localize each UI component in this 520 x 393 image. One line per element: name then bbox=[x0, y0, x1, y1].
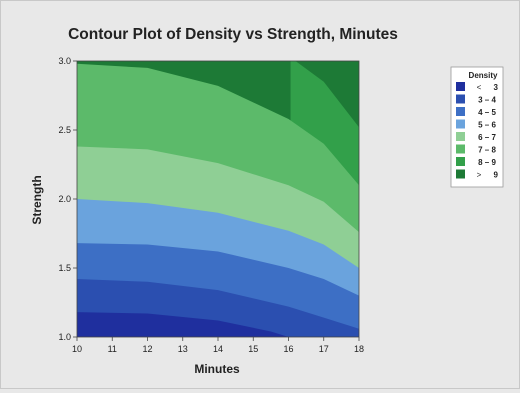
legend-entry-label: > bbox=[477, 171, 482, 180]
y-tick-label: 1.5 bbox=[58, 263, 71, 273]
legend-entry-label: 4 – 5 bbox=[478, 108, 496, 117]
x-tick-label: 14 bbox=[213, 344, 223, 354]
y-tick-label: 2.0 bbox=[58, 194, 71, 204]
legend-entry-value: 9 bbox=[494, 171, 499, 180]
legend-swatch bbox=[456, 94, 465, 104]
x-tick-label: 12 bbox=[142, 344, 152, 354]
x-tick-label: 10 bbox=[72, 344, 82, 354]
legend-entry-label: 3 – 4 bbox=[478, 96, 496, 105]
y-tick-label: 1.0 bbox=[58, 332, 71, 342]
legend-swatch bbox=[456, 107, 465, 116]
legend-title: Density bbox=[469, 71, 498, 80]
contour-band-below-3 bbox=[77, 312, 289, 337]
legend-entry-label: 8 – 9 bbox=[478, 158, 496, 167]
chart-title: Contour Plot of Density vs Strength, Min… bbox=[68, 26, 398, 43]
x-tick-label: 11 bbox=[108, 344, 117, 354]
axes: 10 11 12 13 14 15 16 17 18 1.0 1.5 2.0 2.5 3.0 bbox=[58, 56, 364, 354]
y-tick-label: 2.5 bbox=[58, 125, 71, 135]
legend-entry-label: < bbox=[477, 83, 482, 92]
legend-swatch bbox=[456, 169, 465, 179]
legend-entry-label: 6 – 7 bbox=[478, 133, 496, 142]
x-tick-label: 18 bbox=[354, 344, 364, 354]
plot-area bbox=[77, 61, 359, 337]
legend-entry-value: 3 bbox=[494, 83, 499, 92]
legend: Density <3 3 – 4 4 – 5 5 – 6 6 – 7 7 – 8 8 – 9… bbox=[450, 66, 504, 188]
y-tick-label: 3.0 bbox=[58, 56, 71, 66]
x-axis-label: Minutes bbox=[194, 362, 240, 376]
legend-swatch bbox=[456, 132, 465, 141]
legend-swatch bbox=[456, 144, 465, 154]
x-tick-label: 13 bbox=[178, 344, 188, 354]
x-tick-label: 17 bbox=[319, 344, 329, 354]
legend-swatch bbox=[456, 119, 465, 129]
legend-entry-label: 5 – 6 bbox=[478, 121, 496, 130]
x-tick-label: 16 bbox=[283, 344, 293, 354]
x-tick-label: 15 bbox=[248, 344, 258, 354]
legend-entry-label: 7 – 8 bbox=[478, 146, 496, 155]
legend-swatch bbox=[456, 82, 465, 91]
legend-swatch bbox=[456, 157, 465, 166]
y-axis-label: Strength bbox=[30, 175, 44, 224]
